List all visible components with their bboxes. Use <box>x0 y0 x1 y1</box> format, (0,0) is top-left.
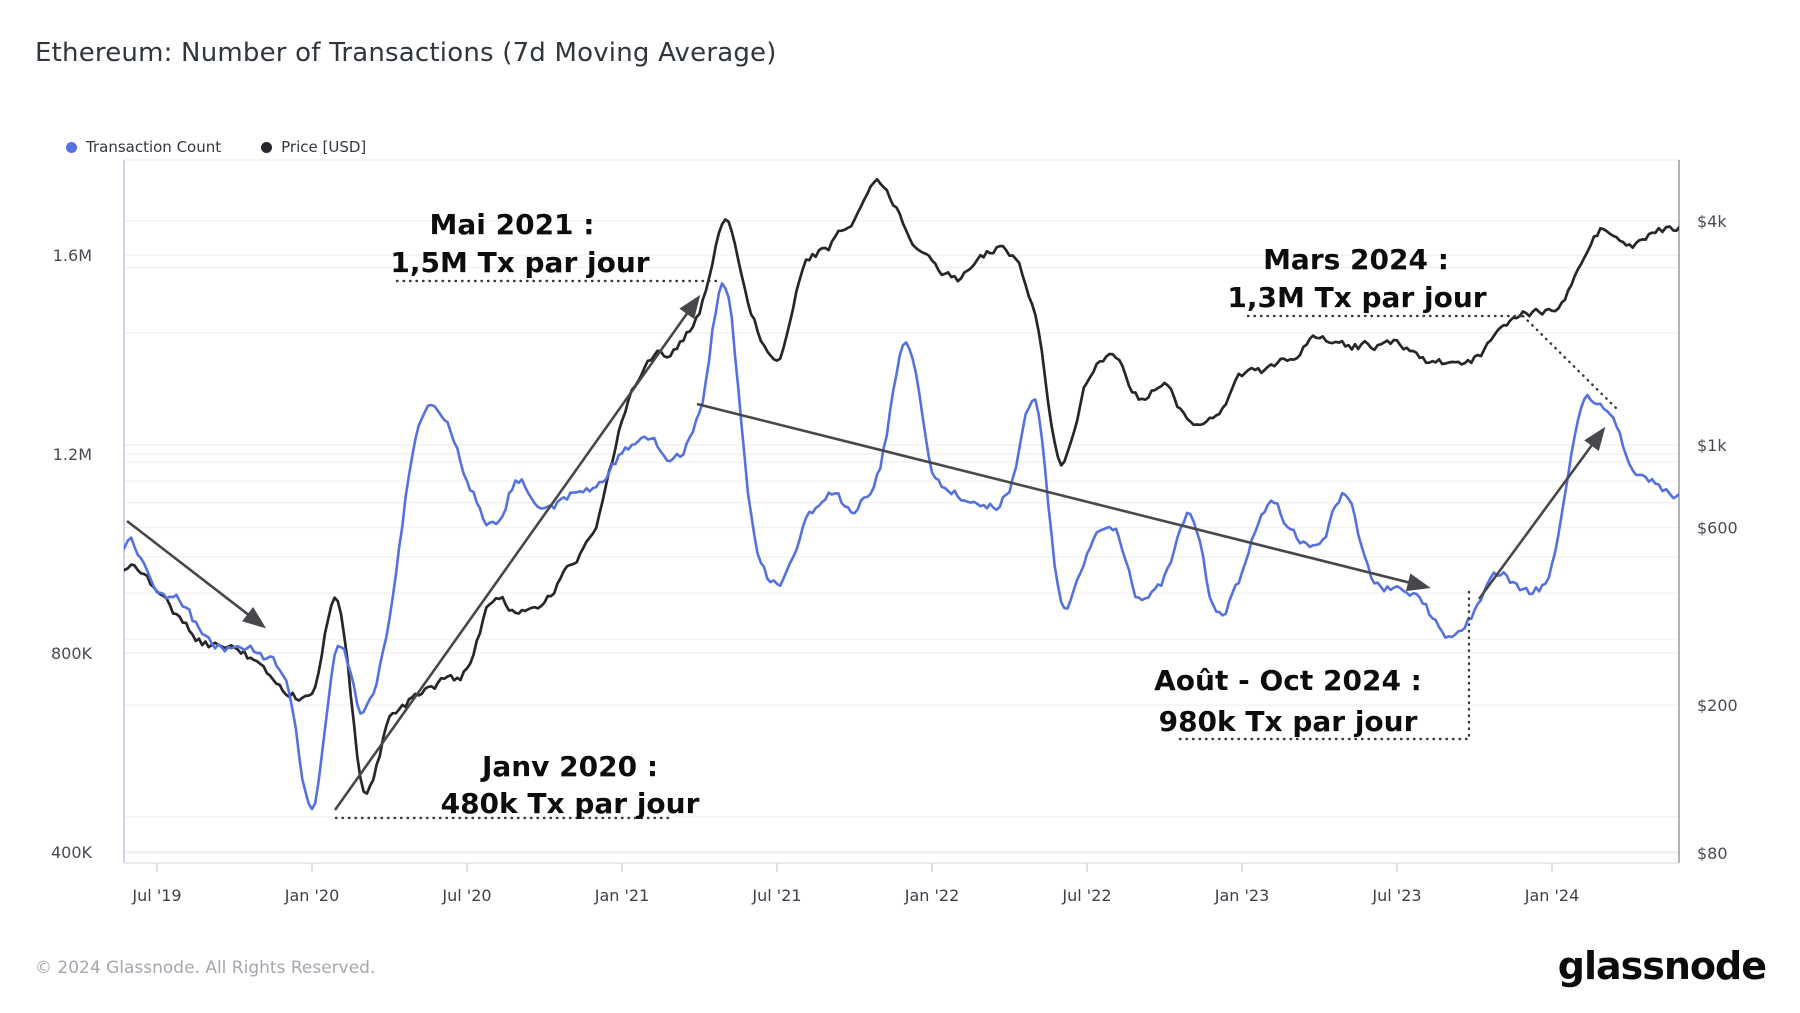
y-left-tick-label: 1.2M <box>53 445 92 464</box>
legend-label-transaction-count: Transaction Count <box>86 138 222 156</box>
legend-item-transaction-count[interactable]: Transaction Count <box>66 138 221 156</box>
y-right-tick-label: $200 <box>1697 696 1738 715</box>
x-tick-label: Jul '22 <box>1061 886 1111 905</box>
series-line-transaction-count[interactable] <box>105 282 1681 811</box>
x-axis-labels: Jul '19 Jan '20 Jul '20 Jan '21 Jul '21 Jan '… <box>131 886 1579 905</box>
x-tick-label: Jul '23 <box>1371 886 1421 905</box>
trend-arrows <box>126 294 1606 811</box>
annotation-aout-oct-2024: Août - Oct 2024 : 980k Tx par jour <box>1154 664 1422 738</box>
legend-item-price-usd[interactable]: Price [USD] <box>261 138 366 156</box>
annotation-mars-2024-line1: Mars 2024 : <box>1263 243 1449 276</box>
x-tick-label: Jan '20 <box>284 886 340 905</box>
series-line-price-usd[interactable] <box>105 177 1681 795</box>
annotation-janv-2020-line2: 480k Tx par jour <box>441 787 700 820</box>
page-title: Ethereum: Number of Transactions (7d Mov… <box>35 38 777 68</box>
arrow-downtrend-2021-2023 <box>696 402 1431 592</box>
x-axis-ticks <box>156 863 1553 872</box>
x-tick-label: Jan '24 <box>1524 886 1580 905</box>
annotation-mai-2021-line1: Mai 2021 : <box>430 208 595 241</box>
y-axis-left-labels: 1.6M 1.2M 800K 400K <box>51 246 93 862</box>
x-tick-label: Jan '21 <box>594 886 650 905</box>
legend-dot-blue-icon <box>66 141 77 153</box>
y-left-tick-label: 400K <box>51 843 93 862</box>
annotation-janv-2020: Janv 2020 : 480k Tx par jour <box>441 750 700 820</box>
annotation-mars-2024-line2: 1,3M Tx par jour <box>1227 281 1486 314</box>
x-tick-label: Jul '20 <box>441 886 491 905</box>
y-right-tick-label: $80 <box>1697 844 1728 863</box>
x-tick-label: Jan '22 <box>904 886 960 905</box>
y-right-tick-label: $600 <box>1697 519 1738 538</box>
annotation-janv-2020-line1: Janv 2020 : <box>480 750 658 783</box>
y-left-tick-label: 1.6M <box>53 246 92 265</box>
arrow-up-to-mai-2021 <box>333 294 701 811</box>
legend-dot-black-icon <box>261 141 273 153</box>
x-tick-label: Jan '23 <box>1214 886 1270 905</box>
legend-label-price-usd: Price [USD] <box>281 138 367 156</box>
callout-dotted-lines <box>334 279 1620 820</box>
annotation-mai-2021: Mai 2021 : 1,5M Tx par jour <box>390 208 649 279</box>
x-tick-label: Jul '19 <box>131 886 181 905</box>
glassnode-logo: glassnode <box>1557 944 1767 988</box>
annotation-mai-2021-line2: 1,5M Tx par jour <box>390 246 649 279</box>
dotted-line-mars-2024-diagonal <box>1521 314 1620 412</box>
x-tick-label: Jul '21 <box>751 886 801 905</box>
arrow-up-to-mars-2024 <box>1477 426 1606 600</box>
y-left-tick-label: 800K <box>51 644 93 663</box>
y-right-tick-label: $4k <box>1697 212 1727 231</box>
arrow-down-2019 <box>126 519 267 629</box>
annotation-aout-oct-2024-line2: 980k Tx par jour <box>1159 705 1418 738</box>
annotation-mars-2024: Mars 2024 : 1,3M Tx par jour <box>1227 243 1486 314</box>
y-axis-right-labels: $4k $1k $600 $200 $80 <box>1697 212 1738 863</box>
copyright-text: © 2024 Glassnode. All Rights Reserved. <box>35 958 376 978</box>
annotation-aout-oct-2024-line1: Août - Oct 2024 : <box>1154 664 1422 697</box>
y-right-tick-label: $1k <box>1697 436 1727 455</box>
chart-legend: Transaction Count Price [USD] <box>66 138 366 156</box>
